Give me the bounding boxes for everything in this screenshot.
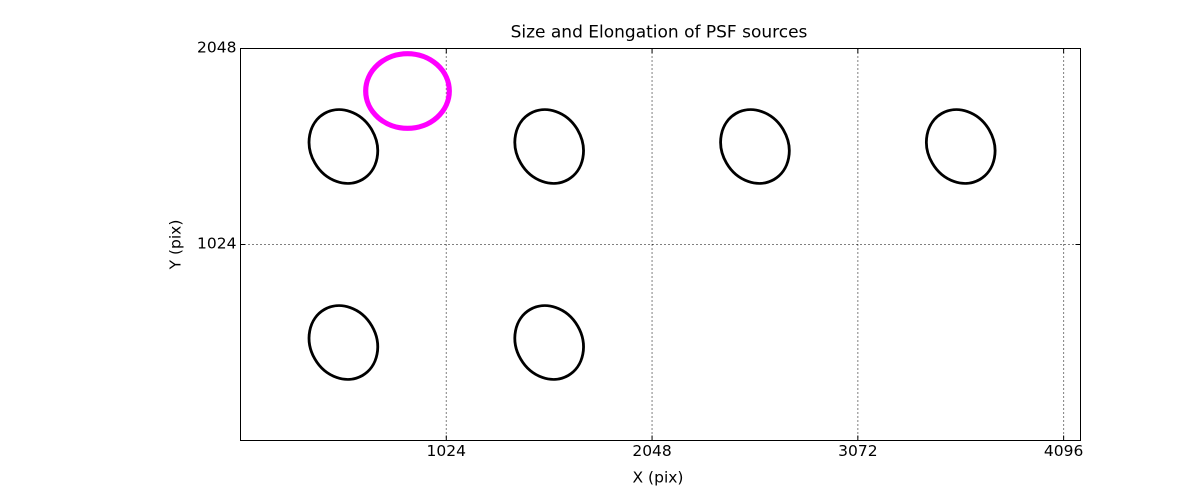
highlighted-source-ellipse [363, 51, 452, 131]
psf-source-ellipse [513, 304, 585, 381]
psf-source-ellipse [513, 108, 585, 185]
psf-source-ellipse [925, 108, 997, 185]
axis-ticks [240, 48, 1081, 441]
tick-labels: 1024 2048 3072 4096 1024 2048 [197, 38, 1083, 460]
y-axis-label: Y (pix) [167, 220, 185, 271]
x-tick-label: 1024 [427, 442, 466, 460]
x-tick-label: 2048 [632, 442, 671, 460]
psf-source-ellipse [307, 108, 380, 185]
psf-source-ellipses [307, 51, 997, 381]
y-tick-label: 2048 [197, 38, 236, 56]
x-tick-label: 3072 [838, 442, 877, 460]
x-tick-label: 4096 [1044, 442, 1083, 460]
x-axis-label: X (pix) [633, 469, 684, 487]
psf-source-ellipse [307, 304, 380, 381]
psf-source-ellipse [719, 108, 791, 185]
y-tick-label: 1024 [197, 234, 236, 252]
chart-title: Size and Elongation of PSF sources [511, 23, 808, 43]
gridlines [240, 48, 1081, 441]
